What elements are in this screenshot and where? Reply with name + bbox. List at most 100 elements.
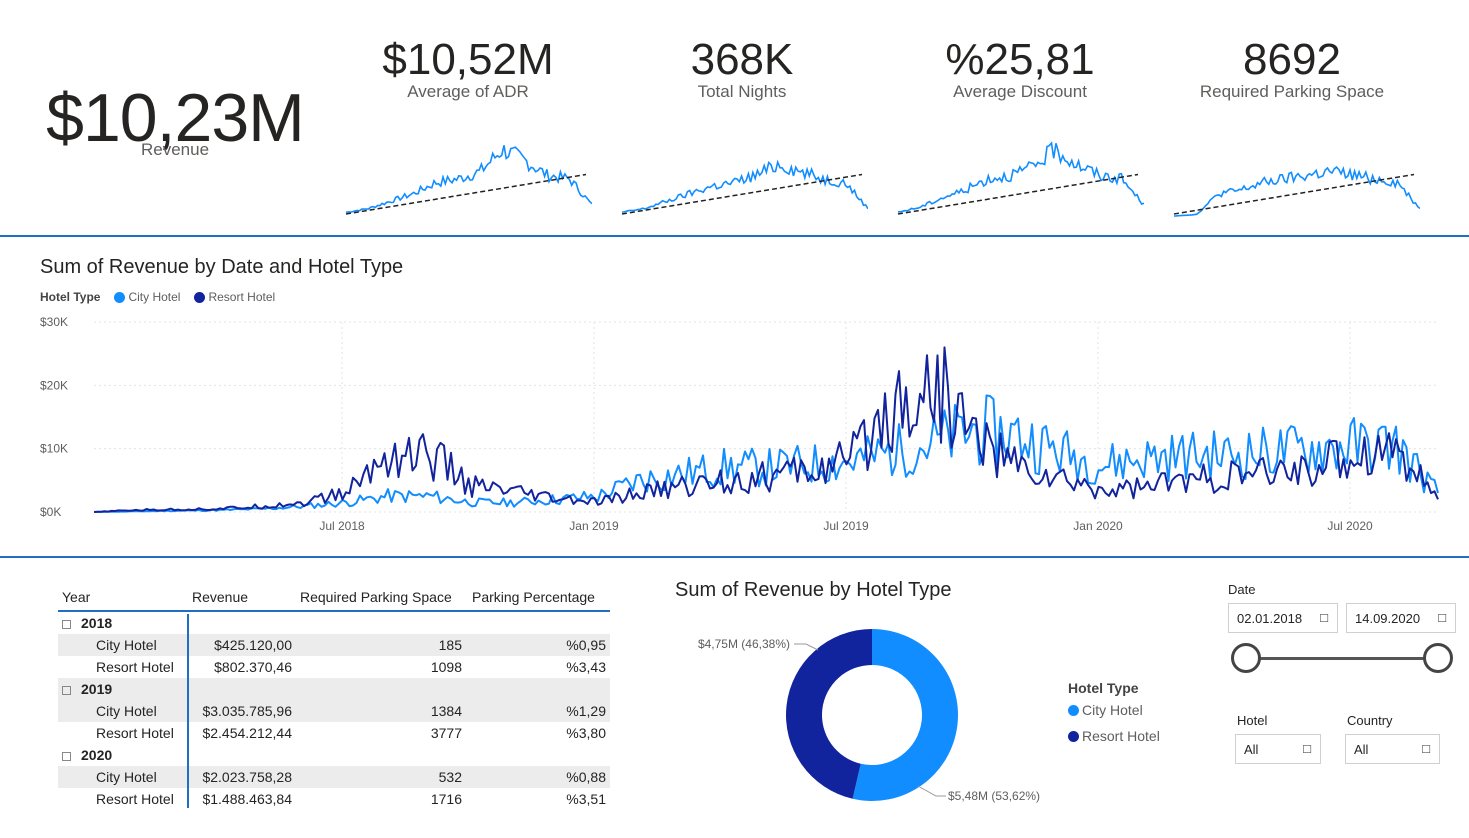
year-label: 2018 <box>81 615 113 631</box>
table-body: 2018 City Hotel $425.120,00 185 %0,95 Re… <box>58 612 610 810</box>
date-start-value: 02.01.2018 <box>1237 610 1303 626</box>
parking-cell: 185 <box>438 637 462 653</box>
parking-cell: 3777 <box>430 725 462 741</box>
dropdown-icon[interactable]: ☐ <box>1421 743 1431 756</box>
legend-dot-resort <box>194 291 206 303</box>
kpi-nights: 368K Total Nights <box>612 34 872 102</box>
kpi-adr: $10,52M Average of ADR <box>338 34 598 102</box>
expand-icon[interactable] <box>62 685 71 695</box>
kpi-nights-label: Total Nights <box>697 82 787 101</box>
revenue-cell: $425.120,00 <box>214 637 292 653</box>
x-tick-label: Jan 2020 <box>1073 519 1123 533</box>
sparkline-trendline <box>897 173 1139 215</box>
x-tick-label: Jan 2019 <box>569 519 619 533</box>
table-row: Resort Hotel $1.488.463,84 1716 %3,51 <box>58 788 610 810</box>
hotel-name-cell: Resort Hotel <box>96 659 174 675</box>
col-header-percentage[interactable]: Parking Percentage <box>472 589 595 605</box>
legend-item-city[interactable]: City Hotel <box>114 290 180 304</box>
slider-handle-end[interactable] <box>1423 643 1453 673</box>
donut-legend-label-city: City Hotel <box>1082 702 1143 718</box>
percentage-cell: %3,51 <box>566 791 606 807</box>
kpi-adr-value: $10,52M <box>382 35 554 84</box>
legend-title: Hotel Type <box>40 290 101 304</box>
x-tick-label: Jul 2018 <box>319 519 365 533</box>
parking-cell: 532 <box>438 769 462 785</box>
revenue-donut-chart[interactable]: $5,48M (53,62%) $4,75M (46,38%) <box>680 620 1060 820</box>
country-dropdown[interactable]: All ☐ <box>1345 734 1440 764</box>
col-header-revenue[interactable]: Revenue <box>192 589 249 605</box>
legend-label-resort: Resort Hotel <box>208 290 276 304</box>
kpi-discount-label: Average Discount <box>953 82 1087 101</box>
calendar-icon[interactable]: ☐ <box>1319 612 1329 625</box>
dropdown-icon[interactable]: ☐ <box>1302 743 1312 756</box>
donut-chart-title: Sum of Revenue by Hotel Type <box>675 579 952 601</box>
legend-label-city: City Hotel <box>128 290 181 304</box>
sparkline-series <box>897 141 1144 213</box>
revenue-matrix-table: Year Revenue Required Parking Space Park… <box>58 584 610 810</box>
kpi-revenue-label: Revenue <box>140 140 210 159</box>
parking-cell: 1716 <box>430 791 462 807</box>
sparkline-trendline <box>621 173 863 215</box>
sparkline-parking <box>1173 165 1420 217</box>
col-header-parking[interactable]: Required Parking Space <box>300 589 452 605</box>
x-tick-label: Jul 2020 <box>1327 519 1373 533</box>
kpi-parking: 8692 Required Parking Space <box>1162 34 1422 102</box>
legend-dot-city <box>114 291 126 303</box>
donut-slice-resort-hotel[interactable] <box>786 629 872 799</box>
hotel-dropdown[interactable]: All ☐ <box>1235 734 1321 764</box>
col-header-year[interactable]: Year <box>62 589 91 605</box>
sparkline-trendline <box>1173 173 1415 215</box>
sparkline-trendline <box>345 173 587 215</box>
table-row: City Hotel $425.120,00 185 %0,95 <box>58 634 610 656</box>
revenue-cell: $3.035.785,96 <box>202 703 292 719</box>
donut-label-resort: $4,75M (46,38%) <box>698 637 790 651</box>
kpi-adr-label: Average of ADR <box>407 82 529 101</box>
donut-slice-city-hotel[interactable] <box>852 629 959 801</box>
line-chart-legend: Hotel Type City Hotel Resort Hotel <box>40 290 285 304</box>
donut-legend-city[interactable]: City Hotel <box>1068 702 1160 718</box>
percentage-cell: %1,29 <box>566 703 606 719</box>
hotel-name-cell: Resort Hotel <box>96 725 174 741</box>
revenue-line-chart[interactable]: $0K $10K $20K $30K Jul 2018 Jan 2019 Jul 2019 J… <box>30 312 1450 544</box>
calendar-icon[interactable]: ☐ <box>1437 612 1447 625</box>
revenue-cell: $802.370,46 <box>214 659 292 675</box>
donut-legend-dot-resort <box>1068 730 1079 742</box>
series-line-city-hotel[interactable] <box>93 394 1439 513</box>
hotel-dropdown-value: All <box>1244 741 1259 757</box>
line-chart-title: Sum of Revenue by Date and Hotel Type <box>40 256 404 278</box>
table-row-year[interactable]: 2020 <box>58 744 610 766</box>
expand-icon[interactable] <box>62 619 71 629</box>
series-line-resort-hotel[interactable] <box>93 346 1439 513</box>
hotel-slicer-label: Hotel <box>1237 713 1268 728</box>
percentage-cell: %0,95 <box>566 637 606 653</box>
date-end-input[interactable]: 14.09.2020 ☐ <box>1346 603 1456 633</box>
year-label: 2020 <box>81 747 113 763</box>
kpi-discount-value: %25,81 <box>945 35 1095 84</box>
slider-handle-start[interactable] <box>1231 643 1261 673</box>
date-slicer-label: Date <box>1228 582 1256 597</box>
kpi-nights-value: 368K <box>690 35 794 84</box>
date-start-input[interactable]: 02.01.2018 ☐ <box>1228 603 1338 633</box>
table-row: Resort Hotel $802.370,46 1098 %3,43 <box>58 656 610 678</box>
sparkline-series <box>622 159 868 213</box>
leader-line-resort <box>794 643 819 651</box>
table-row: City Hotel $2.023.758,28 532 %0,88 <box>58 766 610 788</box>
table-row-year[interactable]: 2019 <box>58 678 610 700</box>
expand-icon[interactable] <box>62 751 71 761</box>
donut-legend-label-resort: Resort Hotel <box>1082 728 1160 744</box>
donut-legend-resort[interactable]: Resort Hotel <box>1068 728 1160 744</box>
table-row-year[interactable]: 2018 <box>58 612 610 634</box>
sparkline-series <box>345 145 592 214</box>
y-tick-label: $30K <box>40 315 68 329</box>
percentage-cell: %3,80 <box>566 725 606 741</box>
hotel-name-cell: City Hotel <box>96 703 157 719</box>
date-range-slider[interactable] <box>1246 657 1438 660</box>
sparkline-discount <box>897 141 1144 215</box>
legend-item-resort[interactable]: Resort Hotel <box>194 290 275 304</box>
table-header: Year Revenue Required Parking Space Park… <box>58 584 610 612</box>
year-label: 2019 <box>81 681 113 697</box>
table-column-divider <box>187 614 189 808</box>
percentage-cell: %0,88 <box>566 769 606 785</box>
percentage-cell: %3,43 <box>566 659 606 675</box>
donut-label-city: $5,48M (53,62%) <box>948 789 1040 803</box>
